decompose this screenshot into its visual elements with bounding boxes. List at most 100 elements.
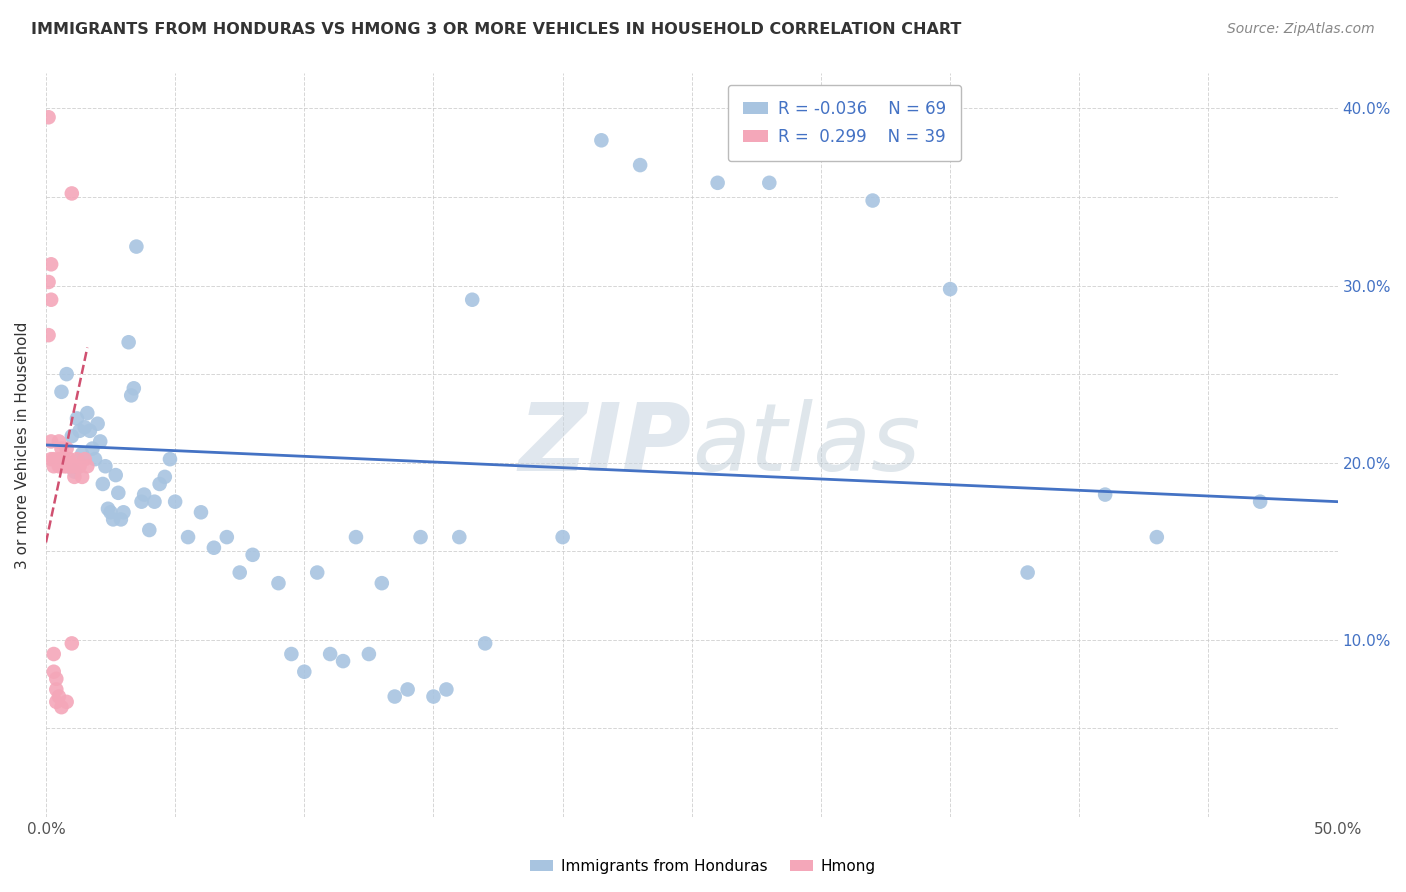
Point (84, 452, 107, 467)
Point (89, 434, 111, 449)
Point (73, 420, 96, 434)
Point (42, 665, 65, 679)
Point (153, 470, 176, 484)
Point (45, 695, 67, 709)
Point (51, 452, 73, 467)
Point (862, 194, 884, 208)
Point (39, 434, 62, 449)
Y-axis label: 3 or more Vehicles in Household: 3 or more Vehicles in Household (15, 321, 30, 569)
Point (143, 494, 166, 508)
Point (434, 682, 457, 697)
Point (409, 530, 432, 544)
Point (55, 442, 77, 456)
Point (110, 512, 132, 526)
Point (53, 459, 76, 474)
Point (73, 452, 96, 467)
Point (177, 530, 200, 544)
Point (51, 384, 73, 399)
Point (344, 530, 367, 544)
Point (51, 442, 73, 456)
Point (165, 494, 187, 508)
Point (60, 429, 83, 443)
Point (449, 530, 471, 544)
Point (332, 654, 354, 668)
Point (939, 282, 962, 296)
Point (66, 411, 89, 425)
Point (228, 566, 250, 580)
Point (66, 459, 89, 474)
Point (1249, 494, 1271, 508)
Point (591, 133, 613, 147)
Point (104, 468, 127, 483)
Point (628, 158, 651, 172)
Point (39, 257, 62, 271)
Point (422, 690, 444, 704)
Legend: R = -0.036    N = 69, R =  0.299    N = 39: R = -0.036 N = 69, R = 0.299 N = 39 (728, 85, 962, 161)
Point (122, 381, 145, 395)
Point (48, 452, 70, 467)
Point (53, 452, 76, 467)
Point (307, 566, 329, 580)
Point (125, 239, 148, 253)
Point (60, 186, 83, 201)
Point (91, 477, 114, 491)
Point (1146, 530, 1168, 544)
Point (215, 530, 238, 544)
Point (55, 695, 77, 709)
Point (45, 682, 67, 697)
Point (120, 388, 142, 402)
Point (76, 459, 98, 474)
Point (60, 636, 83, 650)
Text: atlas: atlas (692, 400, 920, 491)
Point (371, 576, 394, 591)
Point (48, 434, 70, 449)
Point (190, 505, 212, 519)
Point (101, 512, 124, 526)
Point (551, 530, 574, 544)
Point (292, 665, 315, 679)
Point (42, 452, 65, 467)
Point (1017, 566, 1039, 580)
Point (39, 293, 62, 307)
Point (100, 505, 122, 519)
Point (319, 647, 342, 661)
Point (280, 647, 302, 661)
Point (38, 275, 60, 289)
Point (79, 424, 101, 438)
Point (1094, 487, 1116, 501)
Point (82, 442, 104, 456)
Legend: Immigrants from Honduras, Hmong: Immigrants from Honduras, Hmong (524, 853, 882, 880)
Point (97, 501, 120, 516)
Point (51, 700, 73, 714)
Point (38, 110, 60, 124)
Point (159, 452, 181, 467)
Point (63, 465, 86, 479)
Point (58, 452, 80, 467)
Point (134, 487, 156, 501)
Point (70, 470, 93, 484)
Point (39, 452, 62, 467)
Point (76, 406, 98, 420)
Point (117, 335, 139, 350)
Point (758, 176, 780, 190)
Point (69, 459, 91, 474)
Point (69, 424, 91, 438)
Text: IMMIGRANTS FROM HONDURAS VS HMONG 3 OR MORE VEHICLES IN HOUSEHOLD CORRELATION CH: IMMIGRANTS FROM HONDURAS VS HMONG 3 OR M… (31, 22, 962, 37)
Point (38, 328, 60, 343)
Point (60, 459, 83, 474)
Point (48, 459, 70, 474)
Point (42, 647, 65, 661)
Point (138, 523, 160, 537)
Point (70, 447, 93, 461)
Point (242, 548, 264, 562)
Point (63, 459, 86, 474)
Point (149, 477, 172, 491)
Point (202, 541, 225, 555)
Point (474, 636, 496, 650)
Point (42, 459, 65, 474)
Point (66, 452, 89, 467)
Point (461, 293, 484, 307)
Text: ZIP: ZIP (519, 399, 692, 491)
Point (48, 690, 70, 704)
Point (86, 417, 108, 431)
